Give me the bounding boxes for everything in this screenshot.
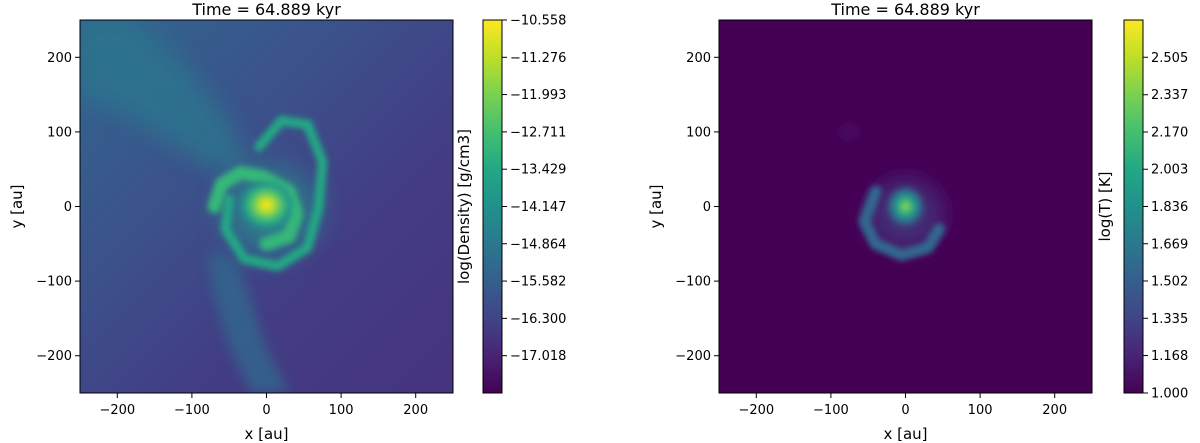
- colorbar-tick-label: 1.502: [1151, 275, 1188, 290]
- density-x-ticks: −200 −100 0 100 200: [99, 393, 428, 418]
- colorbar-tick-label: −17.018: [510, 349, 566, 364]
- temperature-y-axis-label: y [au]: [647, 184, 665, 228]
- y-tick-label: 200: [686, 51, 711, 66]
- y-tick-label: 100: [47, 125, 72, 140]
- density-streamer-lower: [206, 251, 289, 393]
- temperature-colorbar-label: log(T) [K]: [1096, 171, 1114, 241]
- density-colorbar-ticks: −10.558 −11.276 −11.993 −12.711 −13.429 −14.1…: [502, 14, 566, 364]
- y-tick-label: 0: [703, 200, 711, 215]
- density-core: [238, 179, 295, 231]
- x-tick-label: −200: [99, 403, 135, 418]
- x-tick-label: 200: [403, 403, 428, 418]
- colorbar-tick-label: 2.170: [1151, 125, 1188, 140]
- colorbar-tick-label: −16.300: [510, 312, 566, 327]
- colorbar-tick-label: −13.429: [510, 163, 566, 178]
- colorbar-tick-label: 1.836: [1151, 200, 1188, 215]
- colorbar-tick-label: 2.337: [1151, 88, 1188, 103]
- temperature-x-axis-label: x [au]: [883, 425, 927, 443]
- temperature-spiral-arm: [858, 185, 945, 262]
- x-tick-label: −100: [813, 403, 849, 418]
- colorbar-tick-label: 2.003: [1151, 163, 1188, 178]
- colorbar-tick-label: 1.335: [1151, 312, 1188, 327]
- density-heatmap-image: [80, 20, 453, 393]
- temperature-core: [883, 182, 928, 231]
- x-tick-label: −200: [738, 403, 774, 418]
- density-y-axis-label: y [au]: [8, 184, 26, 228]
- temperature-heatmap-image: [719, 20, 1092, 393]
- x-tick-label: 0: [262, 403, 270, 418]
- y-tick-label: 0: [64, 200, 72, 215]
- density-panel-title: Time = 64.889 kyr: [191, 0, 341, 19]
- density-y-ticks: −200 −100 0 100 200: [36, 51, 80, 364]
- density-colorbar: [483, 20, 502, 393]
- y-tick-label: −100: [675, 275, 711, 290]
- density-panel: Time = 64.889 kyr −200 −100 0 100 200 −200 −1…: [8, 0, 566, 443]
- temperature-x-ticks: −200 −100 0 100 200: [738, 393, 1067, 418]
- temperature-faint-blob: [840, 124, 859, 140]
- temperature-colorbar-ticks: 1.000 1.168 1.335 1.502 1.669 1.836 2.003 2.170…: [1143, 51, 1188, 402]
- temperature-colorbar: [1124, 20, 1143, 393]
- y-tick-label: 100: [686, 125, 711, 140]
- density-colorbar-label: log(Density) [g/cm3]: [455, 129, 473, 284]
- x-tick-label: 200: [1042, 403, 1067, 418]
- colorbar-tick-label: −11.993: [510, 88, 566, 103]
- colorbar-tick-label: 2.505: [1151, 51, 1188, 66]
- colorbar-tick-label: 1.000: [1151, 387, 1188, 402]
- density-spiral-arm-outer: [220, 115, 328, 272]
- colorbar-tick-label: −11.276: [510, 51, 566, 66]
- colorbar-tick-label: −14.864: [510, 237, 566, 252]
- temperature-y-ticks: −200 −100 0 100 200: [675, 51, 719, 364]
- y-tick-label: −200: [675, 349, 711, 364]
- x-tick-label: 0: [901, 403, 909, 418]
- y-tick-label: −200: [36, 349, 72, 364]
- colorbar-tick-label: 1.168: [1151, 349, 1188, 364]
- temperature-panel: Time = 64.889 kyr −200 −100 0 100 200 −200 −1…: [647, 0, 1188, 443]
- colorbar-tick-label: −12.711: [510, 125, 566, 140]
- y-tick-label: 200: [47, 51, 72, 66]
- colorbar-tick-label: −10.558: [510, 14, 566, 29]
- colorbar-tick-label: 1.669: [1151, 237, 1188, 252]
- density-x-axis-label: x [au]: [244, 425, 288, 443]
- density-streamer-upper-left: [80, 20, 252, 185]
- colorbar-tick-label: −14.147: [510, 200, 566, 215]
- x-tick-label: −100: [174, 403, 210, 418]
- x-tick-label: 100: [329, 403, 354, 418]
- colorbar-tick-label: −15.582: [510, 275, 566, 290]
- x-tick-label: 100: [968, 403, 993, 418]
- temperature-panel-title: Time = 64.889 kyr: [830, 0, 980, 19]
- y-tick-label: −100: [36, 275, 72, 290]
